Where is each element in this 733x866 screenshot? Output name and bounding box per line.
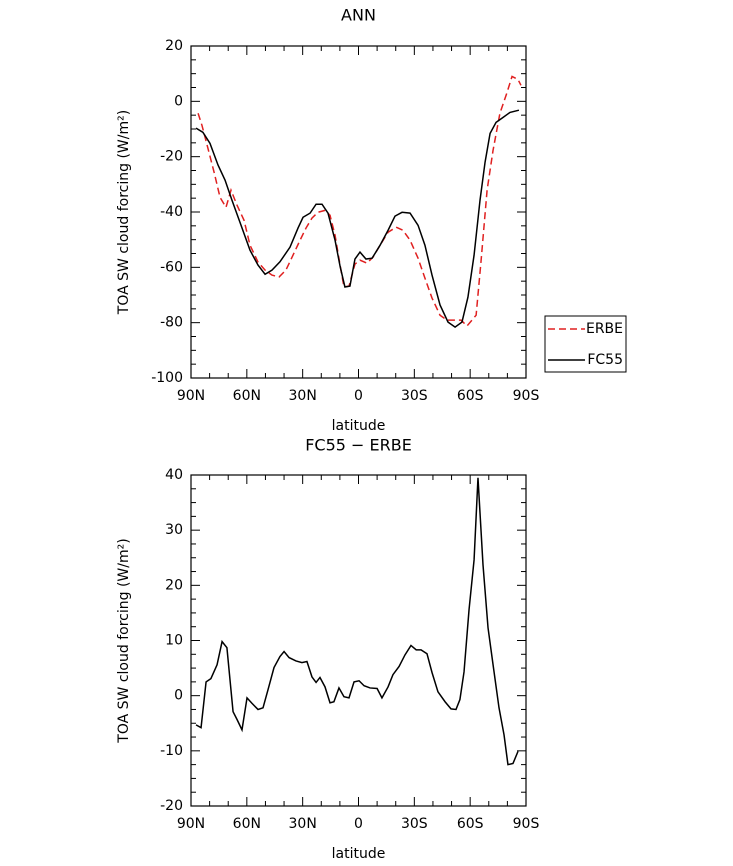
x-axis-label: latitude — [332, 418, 386, 434]
x-tick-label: 60S — [457, 388, 484, 404]
x-tick-label: 90S — [513, 816, 540, 832]
x-tick-label: 30S — [401, 816, 428, 832]
y-tick-label: 20 — [165, 577, 183, 593]
x-tick-label: 60N — [233, 388, 261, 404]
y-axis-label: TOA SW cloud forcing (W/m²) — [116, 110, 132, 315]
y-tick-label: -20 — [160, 149, 183, 165]
y-tick-label: -80 — [160, 315, 183, 331]
x-tick-label: 90N — [177, 388, 205, 404]
y-tick-label: -60 — [160, 259, 183, 275]
y-tick-label: -100 — [151, 370, 183, 386]
y-tick-label: 20 — [165, 38, 183, 54]
x-tick-label: 30N — [289, 388, 317, 404]
chart-title: FC55 − ERBE — [305, 436, 412, 455]
x-tick-label: 60N — [233, 816, 261, 832]
x-tick-label: 90S — [513, 388, 540, 404]
x-tick-label: 0 — [354, 388, 363, 404]
y-axis-label: TOA SW cloud forcing (W/m²) — [116, 538, 132, 743]
y-tick-label: 0 — [174, 688, 183, 704]
x-tick-label: 90N — [177, 816, 205, 832]
legend-label: FC55 — [587, 352, 623, 368]
y-tick-label: 40 — [165, 467, 183, 483]
data-line — [195, 109, 520, 329]
x-tick-label: 0 — [354, 816, 363, 832]
y-tick-label: -10 — [160, 743, 183, 759]
legend-label: ERBE — [586, 321, 623, 337]
x-tick-label: 30S — [401, 388, 428, 404]
x-tick-label: 30N — [289, 816, 317, 832]
y-tick-label: 10 — [165, 633, 183, 649]
data-line — [197, 75, 522, 328]
y-tick-label: 30 — [165, 522, 183, 538]
plot-frame — [190, 45, 527, 379]
data-line — [195, 477, 519, 766]
legend-box — [544, 315, 627, 373]
x-tick-label: 60S — [457, 816, 484, 832]
chart-title: ANN — [341, 6, 376, 25]
x-axis-label: latitude — [332, 846, 386, 862]
y-tick-label: -40 — [160, 204, 183, 220]
y-tick-label: -20 — [160, 798, 183, 814]
y-tick-label: 0 — [174, 93, 183, 109]
